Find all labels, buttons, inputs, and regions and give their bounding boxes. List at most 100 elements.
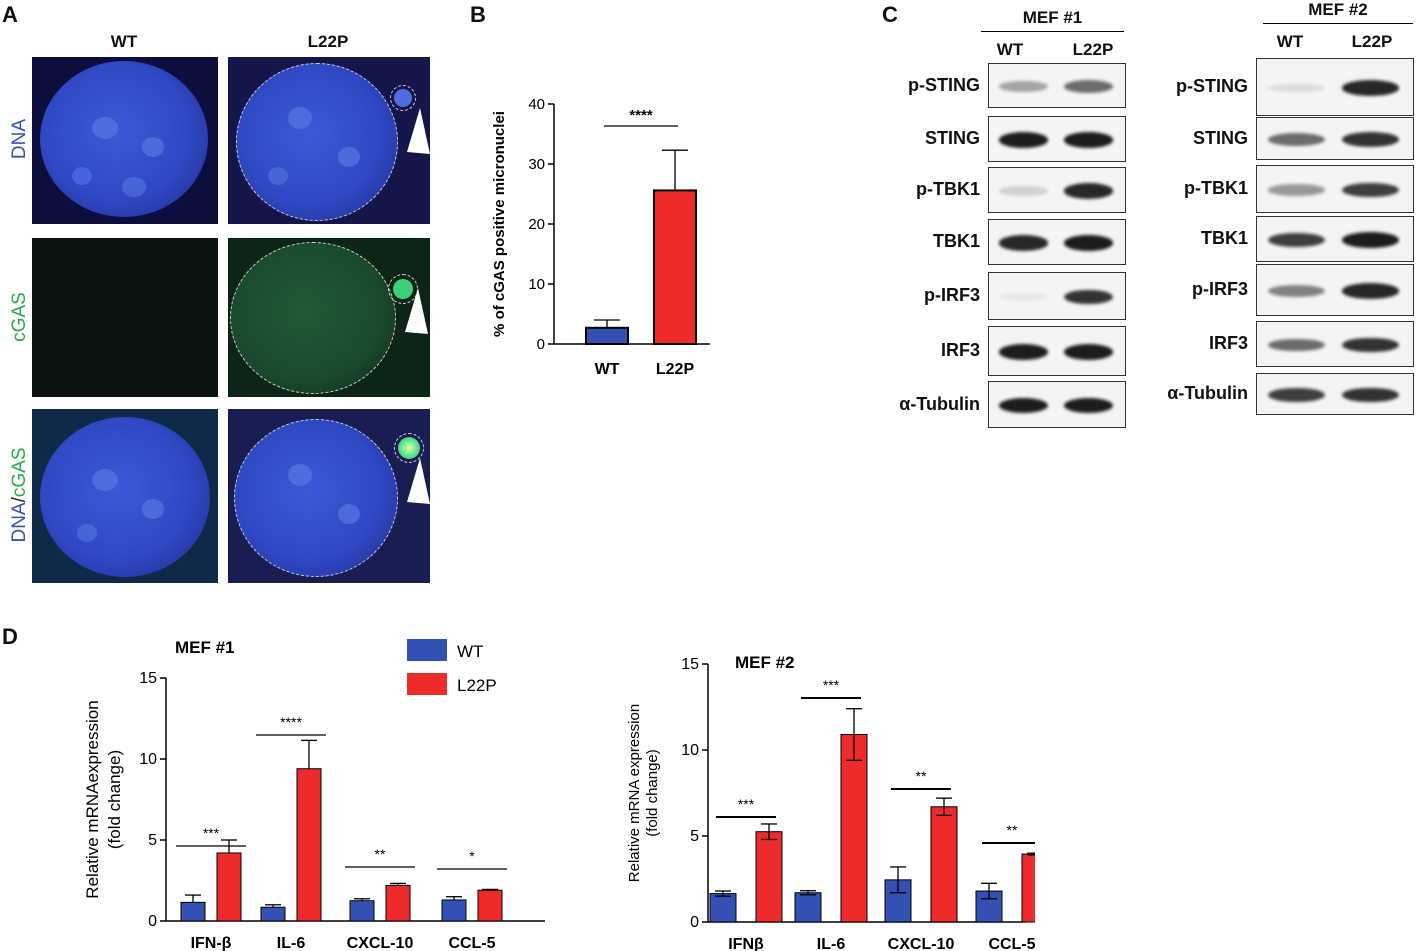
blot-band [1268, 387, 1325, 403]
x-tick-label: WT [595, 361, 620, 378]
bar [755, 831, 783, 923]
x-tick-label: IFN-β [191, 935, 232, 951]
x-tick-label: CXCL-10 [888, 936, 955, 951]
y-axis-label: (fold change) [105, 750, 124, 849]
protein-label: TBK1 [1200, 228, 1248, 248]
blot-band [1342, 182, 1400, 198]
y-tick-label: 10 [681, 742, 699, 759]
blot-band [1268, 232, 1325, 248]
blot-strip [988, 381, 1126, 428]
blot-band [1342, 132, 1400, 147]
bar [585, 326, 629, 346]
bar [296, 768, 322, 922]
panel-a-letter: A [2, 2, 18, 27]
y-tick-label: 30 [528, 156, 545, 173]
bar [385, 884, 411, 922]
image-wt-dna [32, 57, 218, 224]
bar [477, 889, 503, 922]
blot-strip [988, 326, 1126, 376]
protein-label: p-TBK1 [916, 179, 980, 199]
protein-label: α-Tubulin [1167, 383, 1248, 403]
blot-band [998, 132, 1049, 148]
chart-title: MEF #2 [735, 653, 795, 672]
blot-band [1063, 132, 1114, 148]
blot-band [1342, 337, 1400, 353]
blot-strip [988, 63, 1126, 108]
x-tick-label: IL-6 [277, 935, 306, 951]
blot-strip [1256, 58, 1414, 116]
arrowhead-icon [405, 288, 428, 334]
blot-strip [1256, 216, 1414, 262]
arrowhead-icon [407, 108, 430, 154]
col-header-wt: WT [110, 32, 138, 51]
significance-label: *** [823, 677, 840, 693]
y-axis-label: Relative mRNA expression [626, 704, 643, 882]
arrowhead-icon [407, 458, 430, 504]
bar [794, 892, 822, 923]
blot-band [1342, 387, 1400, 403]
image-l22p-merge [228, 409, 430, 583]
legend-swatch [407, 639, 447, 661]
blot-strip [988, 219, 1126, 265]
significance-label: *** [203, 825, 220, 841]
significance-label: ** [916, 768, 927, 784]
blot-strip [988, 167, 1126, 213]
blot-strip [1256, 264, 1414, 316]
legend-label: L22P [457, 676, 497, 695]
protein-label: STING [924, 128, 980, 148]
significance-label: *** [738, 796, 755, 812]
x-tick-label: CCL-5 [988, 936, 1035, 951]
protein-label: p-TBK1 [1184, 178, 1248, 198]
blot-strip [1256, 165, 1414, 213]
x-tick-label: IL-6 [817, 936, 846, 951]
blot-strip [1256, 321, 1414, 367]
y-axis-label: Relative mRNAexpression [83, 700, 102, 898]
y-tick-label: 40 [528, 96, 545, 113]
panel-b-letter: B [470, 2, 486, 27]
blot-band [998, 81, 1049, 92]
image-l22p-dna [228, 57, 430, 224]
blot-band [1268, 338, 1325, 352]
arrowheads [405, 108, 430, 504]
y-tick-label: 10 [139, 751, 157, 768]
y-axis-label: % of cGAS positive micronuclei [491, 111, 508, 337]
significance-label: * [469, 848, 475, 864]
blot-band [1063, 235, 1114, 251]
significance-label: ** [375, 846, 386, 862]
blot-band [1342, 232, 1400, 248]
bar [349, 900, 375, 922]
lane-label: WT [1276, 32, 1304, 51]
bar [975, 890, 1003, 923]
bar [216, 852, 242, 922]
significance-label: **** [629, 107, 653, 124]
lane-label: WT [996, 40, 1024, 59]
bar [653, 189, 697, 346]
blot-band [998, 186, 1049, 196]
bar [1021, 853, 1035, 923]
bar [180, 901, 206, 922]
blot-strip [1256, 117, 1414, 160]
y-tick-label: 10 [528, 276, 545, 293]
blot-group-title: MEF #1 [981, 8, 1124, 32]
significance-label: **** [280, 714, 302, 730]
x-tick-label: CCL-5 [448, 935, 495, 951]
blot-band [1342, 80, 1400, 96]
y-tick-label: 20 [528, 216, 545, 233]
protein-label: TBK1 [932, 231, 980, 251]
blot-group-title: MEF #2 [1263, 0, 1413, 24]
y-tick-label: 15 [681, 656, 699, 673]
blot-band [1063, 80, 1114, 93]
col-header-l22p: L22P [307, 32, 349, 51]
protein-label: IRF3 [940, 340, 980, 360]
y-tick-label: 5 [690, 828, 699, 845]
bar [260, 906, 286, 922]
x-tick-label: IFNβ [728, 936, 764, 951]
blot-band [998, 235, 1049, 251]
chart-d-mef1: 0 5 10 15 IFN-β *** IL-6 **** CXCL-10 ** CCL-5 * MEF… [83, 638, 545, 951]
blot-strip [1256, 373, 1414, 415]
image-l22p-cgas [228, 238, 430, 397]
blot-band [1268, 285, 1325, 297]
blot-band [998, 344, 1049, 360]
blot-band [998, 292, 1049, 302]
blot-band [1268, 83, 1325, 93]
